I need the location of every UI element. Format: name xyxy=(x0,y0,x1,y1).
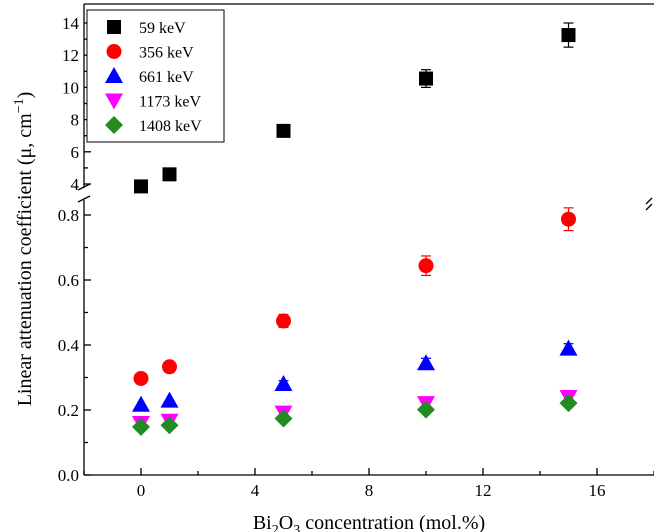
legend-marker-circle xyxy=(106,44,122,59)
y-tick-label: 0.6 xyxy=(58,271,79,290)
data-point-diamond xyxy=(132,417,150,436)
data-point-triangle-up xyxy=(132,395,150,412)
legend: 59 keV 356 keV 661 keV 1173 keV 1408 keV xyxy=(86,9,225,143)
legend-label: 356 keV xyxy=(139,45,194,62)
y-axis-title: Linear attenuation coefficient (μ, cm−1) xyxy=(12,92,36,407)
x-axis-title: Bi2O3 concentration (mol.%) xyxy=(253,512,485,532)
y-axis-break-mark xyxy=(77,183,91,191)
legend-marker-square xyxy=(107,20,121,34)
x-tick-label: 4 xyxy=(251,481,260,500)
x-tick-label: 8 xyxy=(365,481,374,500)
data-point-square xyxy=(419,71,433,86)
data-point-triangle-up xyxy=(417,354,435,371)
data-point-circle xyxy=(162,359,177,375)
x-tick-label: 12 xyxy=(475,481,492,500)
legend-marker-triangle-down xyxy=(105,93,123,110)
y-tick-label: 0.2 xyxy=(58,401,79,420)
y-tick-label: 0.8 xyxy=(58,206,79,225)
legend-label: 59 keV xyxy=(139,20,186,37)
data-point-circle xyxy=(561,211,576,227)
y-tick-label: 8 xyxy=(71,111,80,130)
data-point-square xyxy=(561,28,576,43)
x-tick-label: 16 xyxy=(589,481,606,500)
ticks-group: 0 4 8 12 16 0.0 0.2 0.4 0.6 0.8 4 6 8 10 12 14 xyxy=(58,14,654,500)
data-point-diamond xyxy=(559,394,578,413)
y-tick-label: 0.0 xyxy=(58,466,79,485)
data-point-diamond xyxy=(417,400,435,419)
y-tick-label: 4 xyxy=(71,175,80,194)
legend-marker-diamond xyxy=(105,116,123,134)
data-point-circle xyxy=(418,258,434,274)
y-tick-label: 10 xyxy=(62,78,79,97)
data-point-square xyxy=(276,123,291,138)
data-point-diamond xyxy=(274,409,293,428)
y-tick-label: 12 xyxy=(62,46,79,65)
x-tick-label: 0 xyxy=(137,481,146,500)
data-point-diamond xyxy=(160,416,179,435)
y-axis-break-mark xyxy=(77,195,91,203)
legend-label: 1173 keV xyxy=(139,94,202,111)
legend-label: 661 keV xyxy=(139,69,194,86)
legend-label: 1408 keV xyxy=(139,118,202,135)
data-point-square xyxy=(134,179,148,194)
data-point-circle xyxy=(276,313,291,329)
y-tick-label: 6 xyxy=(71,143,80,162)
right-break-mark xyxy=(645,197,653,205)
data-point-triangle-up xyxy=(160,391,179,408)
right-break-mark xyxy=(645,203,653,211)
data-point-circle xyxy=(133,370,149,386)
legend-marker-triangle-up xyxy=(105,67,123,83)
data-point-square xyxy=(162,167,177,182)
y-tick-label: 0.4 xyxy=(58,336,80,355)
y-tick-label: 14 xyxy=(62,14,80,33)
data-marks-group xyxy=(132,22,578,436)
data-point-triangle-up xyxy=(559,339,578,356)
data-point-triangle-up xyxy=(274,375,293,391)
